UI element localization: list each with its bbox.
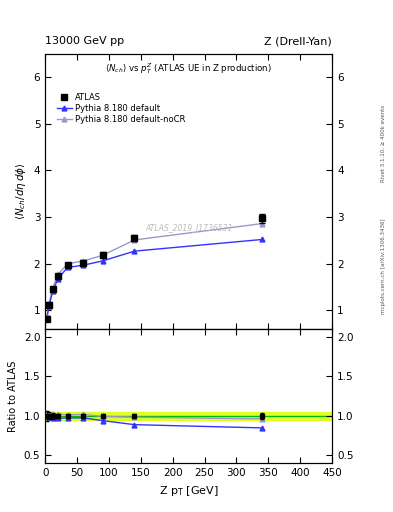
Bar: [45, 412, 332, 420]
Text: mcplots.cern.ch [arXiv:1306.3436]: mcplots.cern.ch [arXiv:1306.3436]: [381, 219, 386, 314]
Text: 13000 GeV pp: 13000 GeV pp: [45, 36, 124, 46]
Y-axis label: Ratio to ATLAS: Ratio to ATLAS: [8, 360, 18, 432]
X-axis label: Z p$_\mathrm{T}$ [GeV]: Z p$_\mathrm{T}$ [GeV]: [159, 484, 219, 498]
Text: Rivet 3.1.10, ≥ 400k events: Rivet 3.1.10, ≥ 400k events: [381, 105, 386, 182]
Y-axis label: $\langle N_{ch}/d\eta\, d\phi\rangle$: $\langle N_{ch}/d\eta\, d\phi\rangle$: [14, 163, 28, 220]
Text: $\langle N_{ch}\rangle$ vs $p_T^Z$ (ATLAS UE in Z production): $\langle N_{ch}\rangle$ vs $p_T^Z$ (ATLA…: [105, 60, 272, 76]
Text: Z (Drell-Yan): Z (Drell-Yan): [264, 36, 332, 46]
Text: ATLAS_2019_I1736531: ATLAS_2019_I1736531: [145, 223, 232, 232]
Legend: ATLAS, Pythia 8.180 default, Pythia 8.180 default-noCR: ATLAS, Pythia 8.180 default, Pythia 8.18…: [55, 91, 187, 125]
